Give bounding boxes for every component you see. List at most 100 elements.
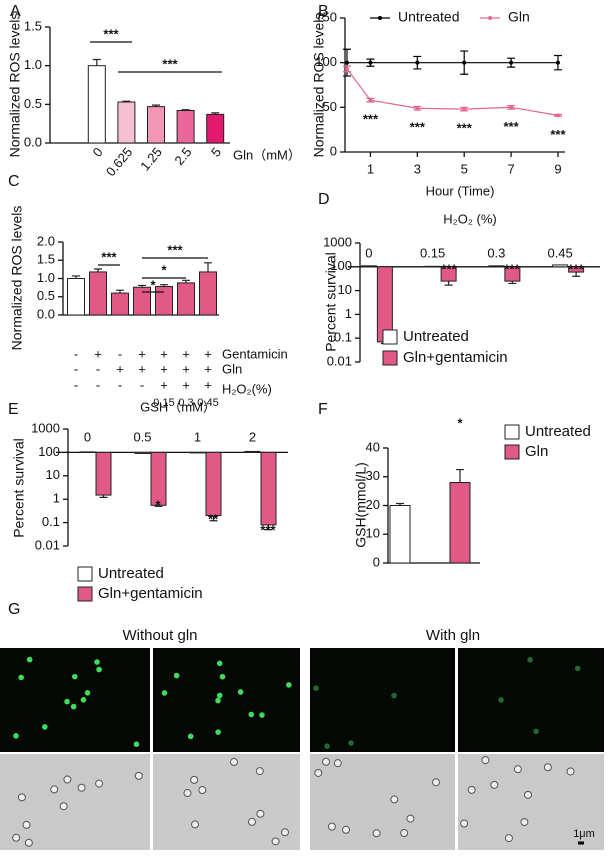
line (346, 68, 559, 116)
point (415, 60, 420, 65)
bar (199, 271, 217, 316)
cell (50, 785, 59, 794)
annotation: * (150, 277, 156, 292)
y-tick-label: 50 (323, 99, 337, 114)
y-tick-label: 100 (38, 444, 60, 459)
x-tick-label: 0.5 (133, 429, 151, 444)
cell (431, 778, 440, 787)
cell (191, 820, 200, 829)
y-tick-label: 0 (373, 554, 380, 569)
y-tick-label: 10 (46, 467, 60, 482)
y-tick-label: 0.5 (24, 96, 42, 111)
point (555, 113, 560, 118)
y-axis-label: GSH(mmol/L) (353, 462, 369, 548)
cell (219, 673, 226, 680)
table-cell: + (116, 361, 124, 376)
y-tick-label: 150 (315, 9, 337, 24)
cell (524, 790, 533, 799)
annotation: *** (101, 249, 117, 264)
x-tick-label: 7 (507, 161, 514, 176)
cell (520, 818, 529, 827)
bar (176, 110, 195, 144)
cell (527, 656, 533, 663)
fluorescence-image (153, 648, 300, 752)
micrographs (0, 648, 604, 850)
dose-label: 0.3 (178, 397, 193, 409)
cell (460, 819, 469, 828)
bar (568, 266, 585, 273)
y-tick-label: 0.01 (327, 353, 352, 368)
y-tick-label: 40 (366, 439, 380, 454)
cell (498, 697, 504, 703)
table-cell: - (74, 361, 78, 376)
fluorescence-image (458, 648, 604, 752)
bar (449, 482, 471, 564)
annotation: *** (260, 522, 276, 537)
y-tick-label: 0.5 (37, 288, 55, 303)
table-cell: + (182, 361, 190, 376)
cell (372, 829, 381, 838)
table-cell: - (140, 377, 144, 392)
bar (117, 101, 136, 144)
cell (216, 660, 223, 667)
x-tick-label: 1.25 (137, 144, 165, 173)
cell (256, 809, 265, 818)
bar (134, 451, 151, 454)
y-tick-label: 0.1 (42, 514, 60, 529)
cell (504, 834, 513, 843)
bar (260, 451, 277, 526)
table-cell: + (138, 361, 146, 376)
cell (12, 833, 21, 842)
cell (95, 779, 104, 788)
annotation: ** (208, 511, 219, 526)
point (555, 60, 560, 65)
scale-bar-label: 1μm (573, 828, 595, 840)
legend-label: Gln (508, 9, 530, 25)
brightfield-image (153, 754, 300, 850)
point (462, 60, 467, 65)
legend-label: Untreated (98, 565, 164, 582)
cell (327, 822, 336, 831)
panel-label: D (318, 191, 330, 208)
legend-swatch (504, 424, 520, 440)
cell (400, 829, 409, 838)
cell (259, 712, 265, 718)
cell (22, 820, 31, 829)
legend-label: Untreated (398, 9, 459, 25)
annotation: *** (162, 56, 178, 71)
x-tick-label: 1 (367, 161, 374, 176)
bar (504, 266, 521, 282)
annotation: *** (457, 121, 473, 136)
panel-label: C (8, 173, 20, 190)
x-tick-label: 0 (365, 245, 372, 260)
bar (150, 451, 167, 506)
x-tick-label: 0.45 (547, 245, 572, 260)
cell (247, 817, 256, 826)
cell (63, 775, 72, 784)
error-bar (264, 524, 273, 531)
cell (237, 689, 244, 695)
bar (440, 266, 457, 282)
cell (286, 682, 292, 688)
cell (248, 711, 255, 718)
bar (111, 292, 129, 316)
fluorescence-image (310, 648, 455, 752)
y-tick-label: 1000 (323, 234, 352, 249)
legend-swatch (382, 350, 398, 366)
panel-label: B (318, 3, 329, 20)
table-cell: + (160, 346, 168, 361)
legend-swatch (382, 329, 398, 345)
legend-swatch (77, 586, 93, 602)
panel-5: F GSH(mmol/L) 0 10 20 30 40 Untreated Gln * (318, 401, 591, 569)
x-tick-label: 9 (554, 161, 561, 176)
y-tick-label: 10 (366, 526, 380, 541)
bar (95, 451, 112, 496)
bar (552, 264, 569, 268)
annotation: *** (103, 26, 119, 41)
table-row-label: Gentamicin (222, 346, 288, 361)
legend-label: Gln (525, 443, 548, 460)
panel-label: A (10, 3, 21, 20)
panel-label: G (8, 601, 20, 618)
x-tick-label: 0 (90, 144, 106, 159)
